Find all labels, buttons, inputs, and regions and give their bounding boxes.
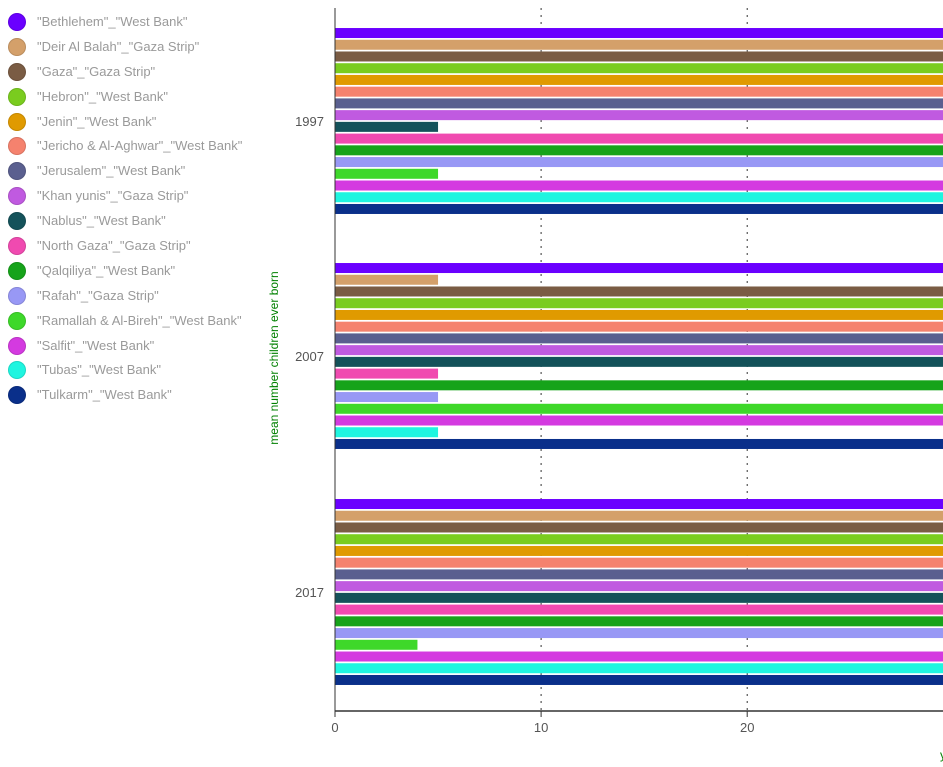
bar [335,168,439,179]
y-tick-label: 2017 [295,585,324,600]
legend-label: "Gaza"_"Gaza Strip" [37,63,156,79]
legend-label: "Qalqiliya"_"West Bank" [37,262,176,278]
legend-label: "North Gaza"_"Gaza Strip" [37,238,191,254]
legend-label: "Khan yunis"_"Gaza Strip" [37,188,189,204]
bar [335,368,439,379]
y-tick-label: 2007 [295,349,324,364]
bar [335,333,943,344]
bar [335,263,943,274]
legend-swatch [8,311,26,330]
bar [335,345,943,356]
legend-swatch [8,361,26,380]
legend-swatch [8,37,26,56]
bar [335,157,943,168]
bar [335,74,943,85]
bar [335,63,943,74]
bar [335,415,943,426]
bar [335,616,943,627]
legend-swatch [8,13,26,31]
bar [335,581,943,592]
bar [335,274,439,285]
legend-swatch [8,162,26,181]
bar [335,133,943,144]
legend-swatch [8,336,26,355]
bar [335,356,943,367]
legend-label: "Tulkarm"_"West Bank" [37,387,172,403]
x-tick-label: 10 [534,720,548,735]
bar [335,403,943,414]
legend-label: "Deir Al Balah"_"Gaza Strip" [37,38,200,54]
bar [335,674,943,685]
legend-label: "Bethlehem"_"West Bank" [37,14,188,29]
legend-label: "Rafah"_"Gaza Strip" [37,287,159,303]
bar [335,639,418,650]
bar [335,51,943,62]
legend-label: "Tubas"_"West Bank" [37,362,161,378]
bar [335,545,943,556]
bar [335,28,943,39]
x-axis-title: y [940,748,943,762]
bar [335,121,439,132]
legend-label: "Jerusalem"_"West Bank" [37,163,186,179]
bar [335,380,943,391]
bar [335,180,943,191]
bar [335,203,943,214]
legend-label: "Ramallah & Al-Bireh"_"West Bank" [37,312,242,328]
bar [335,192,943,203]
y-tick-label: 1997 [295,114,324,129]
legend-label: "Nablus"_"West Bank" [37,213,166,229]
bar [335,569,943,580]
x-tick-label: 0 [331,720,338,735]
bar [335,592,943,603]
bar [335,663,943,674]
bar [335,522,943,533]
bar [335,298,943,309]
legend-swatch [8,137,26,156]
bar [335,438,943,449]
legend-swatch [8,237,26,256]
bar [335,534,943,545]
bar [335,604,943,615]
bar [335,86,943,97]
legend-label: "Jericho & Al-Aghwar"_"West Bank" [37,138,243,154]
bar [335,321,943,332]
bar [335,628,943,639]
legend-swatch [8,212,26,231]
legend-swatch [8,112,26,131]
legend-label: "Jenin"_"West Bank" [37,113,157,129]
bar [335,98,943,109]
legend-label: "Salfit"_"West Bank" [37,337,155,353]
bar [335,427,439,438]
legend-swatch [8,386,26,405]
legend-swatch [8,62,26,81]
bar [335,499,943,510]
bar [335,651,943,662]
legend-swatch [8,261,26,280]
bar [335,110,943,121]
legend-swatch [8,187,26,206]
bar [335,39,943,50]
x-tick-label: 20 [740,720,754,735]
bar [335,510,943,521]
bar [335,286,943,297]
bar [335,309,943,320]
bar [335,145,943,156]
legend-swatch [8,87,26,106]
legend-label: "Hebron"_"West Bank" [37,88,168,104]
y-axis-title: mean number children ever born [267,271,281,444]
bar [335,557,943,568]
legend-swatch [8,286,26,305]
bar [335,392,439,403]
